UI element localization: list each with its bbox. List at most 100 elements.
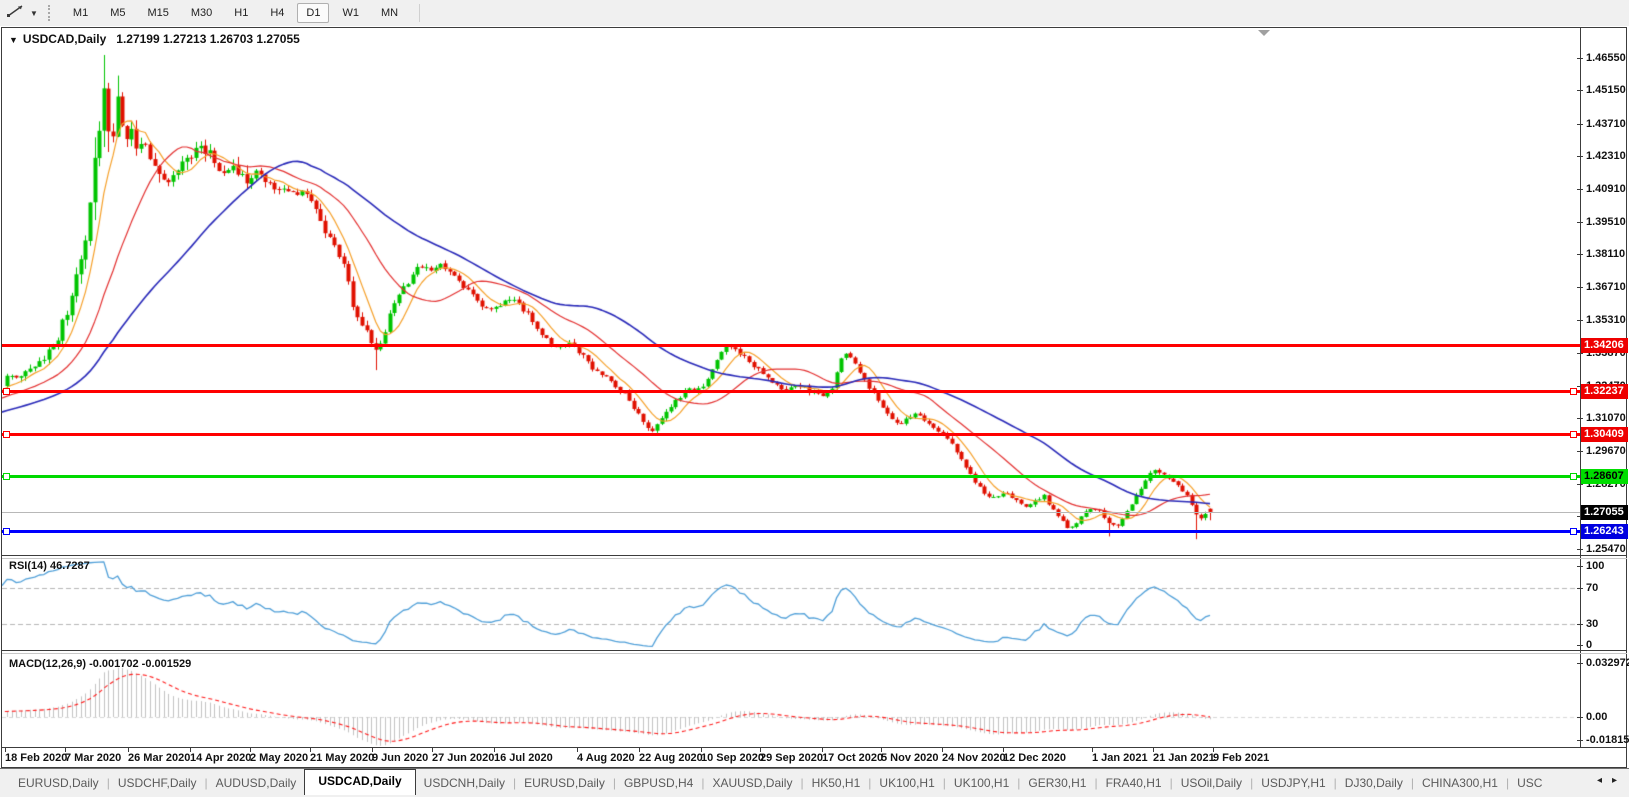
line-handle[interactable] [1570,473,1577,480]
price-tick-label: 1.45150 [1586,84,1626,96]
tab-usoil-daily[interactable]: USOil,Daily [1180,776,1243,790]
date-tick-mark [128,748,129,752]
date-axis-label: 21 Jan 2021 [1153,752,1215,764]
horizontal-line-1.26243[interactable] [2,530,1580,533]
date-axis-label: 14 Apr 2020 [190,752,252,764]
tab-separator: | [204,776,208,790]
price-tick-mark [1577,484,1583,485]
tab-separator: | [1250,776,1254,790]
timeframe-buttons: M1 M5 M15 M30 H1 H4 D1 W1 MN [62,3,409,23]
tab-audusd-daily[interactable]: AUDUSD,Daily [215,776,297,790]
timeframe-button-m5[interactable]: M5 [110,7,126,19]
price-tick-mark [1577,451,1583,452]
price-tick-label: 1.39510 [1586,216,1626,228]
tab-usdchf-daily[interactable]: USDCHF,Daily [117,776,197,790]
price-badge-1.26243: 1.26243 [1581,524,1628,539]
macd-tick-label: -0.018154 [1586,734,1629,746]
line-handle[interactable] [3,473,10,480]
tab-scroll-right-icon[interactable]: ▸ [1611,775,1617,786]
tab-scroll-left-icon[interactable]: ◂ [1596,775,1602,786]
tab-usdjpy-h1[interactable]: USDJPY,H1 [1261,776,1326,790]
price-tick-label: 1.42310 [1586,150,1626,162]
price-badge-1.32237: 1.32237 [1581,384,1628,399]
price-tick-label: 1.31070 [1586,412,1626,424]
tab-uk100-h1[interactable]: UK100,H1 [953,776,1010,790]
line-handle[interactable] [3,431,10,438]
pane-separator[interactable] [2,650,1627,651]
line-handle[interactable] [3,388,10,395]
macd-tick-mark [1577,717,1583,718]
tab-china300-h1[interactable]: CHINA300,H1 [1421,776,1498,790]
tab-usdcnh-daily[interactable]: USDCNH,Daily [423,776,506,790]
tab-separator: | [701,776,705,790]
timeframe-toolbar: ▼ M1 M5 M15 M30 H1 H4 D1 W1 MN [0,0,1629,26]
timeframe-button-h1[interactable]: H1 [234,7,249,19]
pane-separator[interactable] [2,555,1627,556]
horizontal-line-1.30409[interactable] [2,433,1580,436]
horizontal-line-1.32237[interactable] [2,390,1580,393]
chart-collapse-caret-icon[interactable]: ▼ [9,35,18,45]
tab-fra40-h1[interactable]: FRA40,H1 [1105,776,1162,790]
trendline-tool-button[interactable]: ▼ [0,3,42,23]
date-tick-mark [372,748,373,752]
tab-hk50-h1[interactable]: HK50,H1 [811,776,861,790]
tab-separator: | [868,776,872,790]
macd-indicator-label: MACD(12,26,9) -0.001702 -0.001529 [9,658,192,670]
rsi-tick-mark [1577,566,1583,567]
tab-gbpusd-h4[interactable]: GBPUSD,H4 [623,776,694,790]
date-tick-mark [310,748,311,752]
tab-separator: | [800,776,804,790]
line-handle[interactable] [1570,431,1577,438]
date-tick-mark [1003,748,1004,752]
date-axis-label: 21 May 2020 [310,752,375,764]
date-tick-mark [942,748,943,752]
timeframe-button-m30[interactable]: M30 [190,7,213,19]
date-tick-mark [1213,748,1214,752]
macd-tick-label: 0.032972 [1586,657,1629,669]
tab-ger30-h1[interactable]: GER30,H1 [1028,776,1087,790]
price-chart-canvas[interactable] [2,28,1580,747]
macd-tick-label: 0.00 [1586,711,1608,723]
horizontal-line-1.27055[interactable] [2,512,1580,513]
tab-xauusd-daily[interactable]: XAUUSD,Daily [712,776,793,790]
price-tick-label: 1.29670 [1586,445,1626,457]
price-tick-mark [1577,516,1583,517]
horizontal-line-1.34206[interactable] [2,344,1580,347]
pane-separator[interactable] [2,747,1627,748]
chart-tab-bar: EURUSD,Daily | USDCHF,Daily | AUDUSD,Daily US… [0,768,1629,797]
price-tick-label: 1.35310 [1586,314,1626,326]
tab-eurusd-daily[interactable]: EURUSD,Daily [18,776,99,790]
date-tick-mark [760,748,761,752]
line-handle[interactable] [1570,388,1577,395]
line-handle[interactable] [1570,528,1577,535]
date-axis-label: 29 Sep 2020 [760,752,823,764]
macd-tick-mark [1577,740,1583,741]
timeframe-button-m15[interactable]: M15 [147,7,169,19]
tab-uk100-h1[interactable]: UK100,H1 [879,776,935,790]
date-axis-label: 22 Aug 2020 [639,752,703,764]
line-handle[interactable] [3,528,10,535]
tab-usdcad-daily[interactable]: USDCAD,Daily [304,769,416,795]
timeframe-button-w1[interactable]: W1 [342,7,359,19]
chart-shift-marker-icon[interactable] [1258,30,1270,36]
date-tick-mark [494,748,495,752]
tab-separator: | [1017,776,1021,790]
toolbar-grip-handle[interactable] [47,5,52,21]
price-tick-mark [1577,222,1583,223]
horizontal-line-1.28607[interactable] [2,475,1580,478]
price-tick-label: 1.38110 [1586,248,1626,260]
date-tick-mark [701,748,702,752]
date-axis-label: 27 Jun 2020 [432,752,495,764]
timeframe-button-m1[interactable]: M1 [72,7,89,19]
timeframe-button-h4[interactable]: H4 [270,7,285,19]
date-tick-mark [190,748,191,752]
tool-dropdown-caret-icon[interactable]: ▼ [30,8,38,18]
tab-eurusd-daily[interactable]: EURUSD,Daily [524,776,605,790]
tab-usc[interactable]: USC [1517,776,1543,790]
tab-dj30-daily[interactable]: DJ30,Daily [1344,776,1403,790]
date-axis-label: 24 Nov 2020 [942,752,1006,764]
timeframe-button-d1[interactable]: D1 [297,3,330,23]
rsi-tick-mark [1577,645,1583,646]
price-tick-mark [1577,254,1583,255]
timeframe-button-mn[interactable]: MN [380,7,399,19]
